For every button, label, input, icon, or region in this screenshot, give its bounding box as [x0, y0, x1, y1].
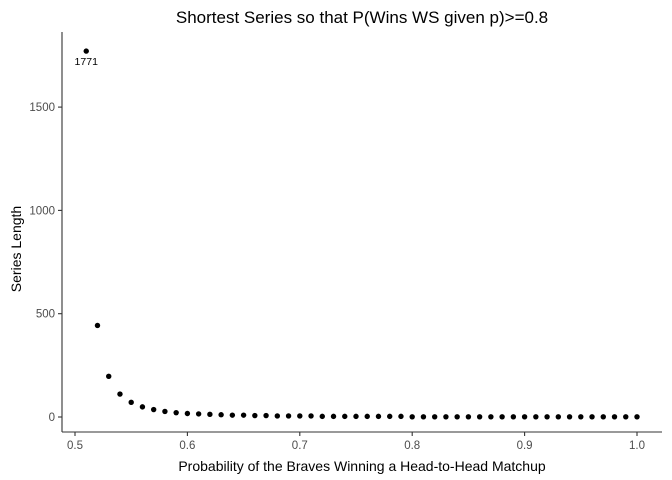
data-point: [578, 414, 584, 420]
data-point: [398, 413, 404, 420]
data-point: [207, 411, 213, 418]
axes: [61, 32, 662, 433]
data-point: [465, 414, 472, 420]
data-point: [342, 413, 348, 420]
data-point: [184, 410, 191, 417]
data-point: [162, 408, 168, 415]
data-point: [589, 414, 595, 420]
data-point: [623, 414, 629, 420]
y-tick-label: 0: [49, 412, 55, 424]
data-point: [252, 412, 258, 419]
chart-title: Shortest Series so that P(Wins WS given …: [176, 8, 548, 27]
y-tick-label: 500: [36, 309, 55, 321]
data-point: [330, 413, 337, 420]
data-point: [488, 414, 494, 420]
data-point: [600, 414, 606, 420]
data-point: [229, 412, 236, 418]
data-point: [128, 399, 134, 406]
data-point: [364, 413, 370, 420]
data-point: [308, 413, 314, 419]
y-tick-label: 1000: [29, 205, 55, 217]
data-point: [274, 413, 281, 419]
data-point: [454, 414, 460, 420]
data-point: [353, 413, 359, 420]
y-tick-label: 1500: [29, 102, 55, 114]
x-tick-label: 0.6: [179, 440, 195, 452]
data-point: [499, 414, 505, 420]
x-tick-label: 0.8: [404, 440, 420, 452]
x-tick-label: 0.5: [67, 440, 83, 452]
data-point: [555, 414, 562, 420]
data-point: [195, 411, 202, 417]
data-point: [476, 414, 483, 420]
data-points: [83, 48, 640, 420]
data-point: [106, 373, 112, 379]
data-point: [375, 413, 382, 420]
data-point: [94, 322, 101, 329]
data-point: [521, 414, 528, 420]
data-point: [285, 413, 292, 419]
data-point: [117, 391, 123, 397]
data-point: [297, 413, 303, 419]
data-point: [566, 414, 573, 420]
data-point: [319, 413, 325, 420]
data-point: [431, 414, 438, 420]
data-label: 1771: [75, 56, 99, 68]
data-point: [83, 48, 89, 54]
y-axis-title: Series Length: [8, 206, 24, 292]
data-point: [443, 414, 449, 420]
data-point: [544, 414, 550, 420]
data-point: [510, 414, 517, 420]
data-point: [218, 412, 224, 418]
data-point: [611, 414, 618, 420]
data-point: [173, 409, 179, 416]
data-point: [263, 412, 269, 419]
data-point: [387, 413, 393, 420]
x-tick-label: 1.0: [629, 440, 645, 452]
x-tick-label: 0.9: [517, 440, 533, 452]
data-point: [634, 414, 640, 420]
data-point: [420, 414, 427, 420]
data-point: [409, 414, 415, 420]
annotations: 1771: [75, 56, 99, 68]
x-tick-label: 0.7: [292, 440, 308, 452]
data-point: [533, 414, 539, 420]
ticks: 0.5 0.6 0.7 0.8 0.9 1.0 0 500 1000 1500: [29, 102, 645, 452]
data-point: [240, 412, 247, 418]
data-point: [150, 406, 157, 413]
x-axis-title: Probability of the Braves Winning a Head…: [178, 458, 546, 474]
data-point: [139, 404, 146, 410]
